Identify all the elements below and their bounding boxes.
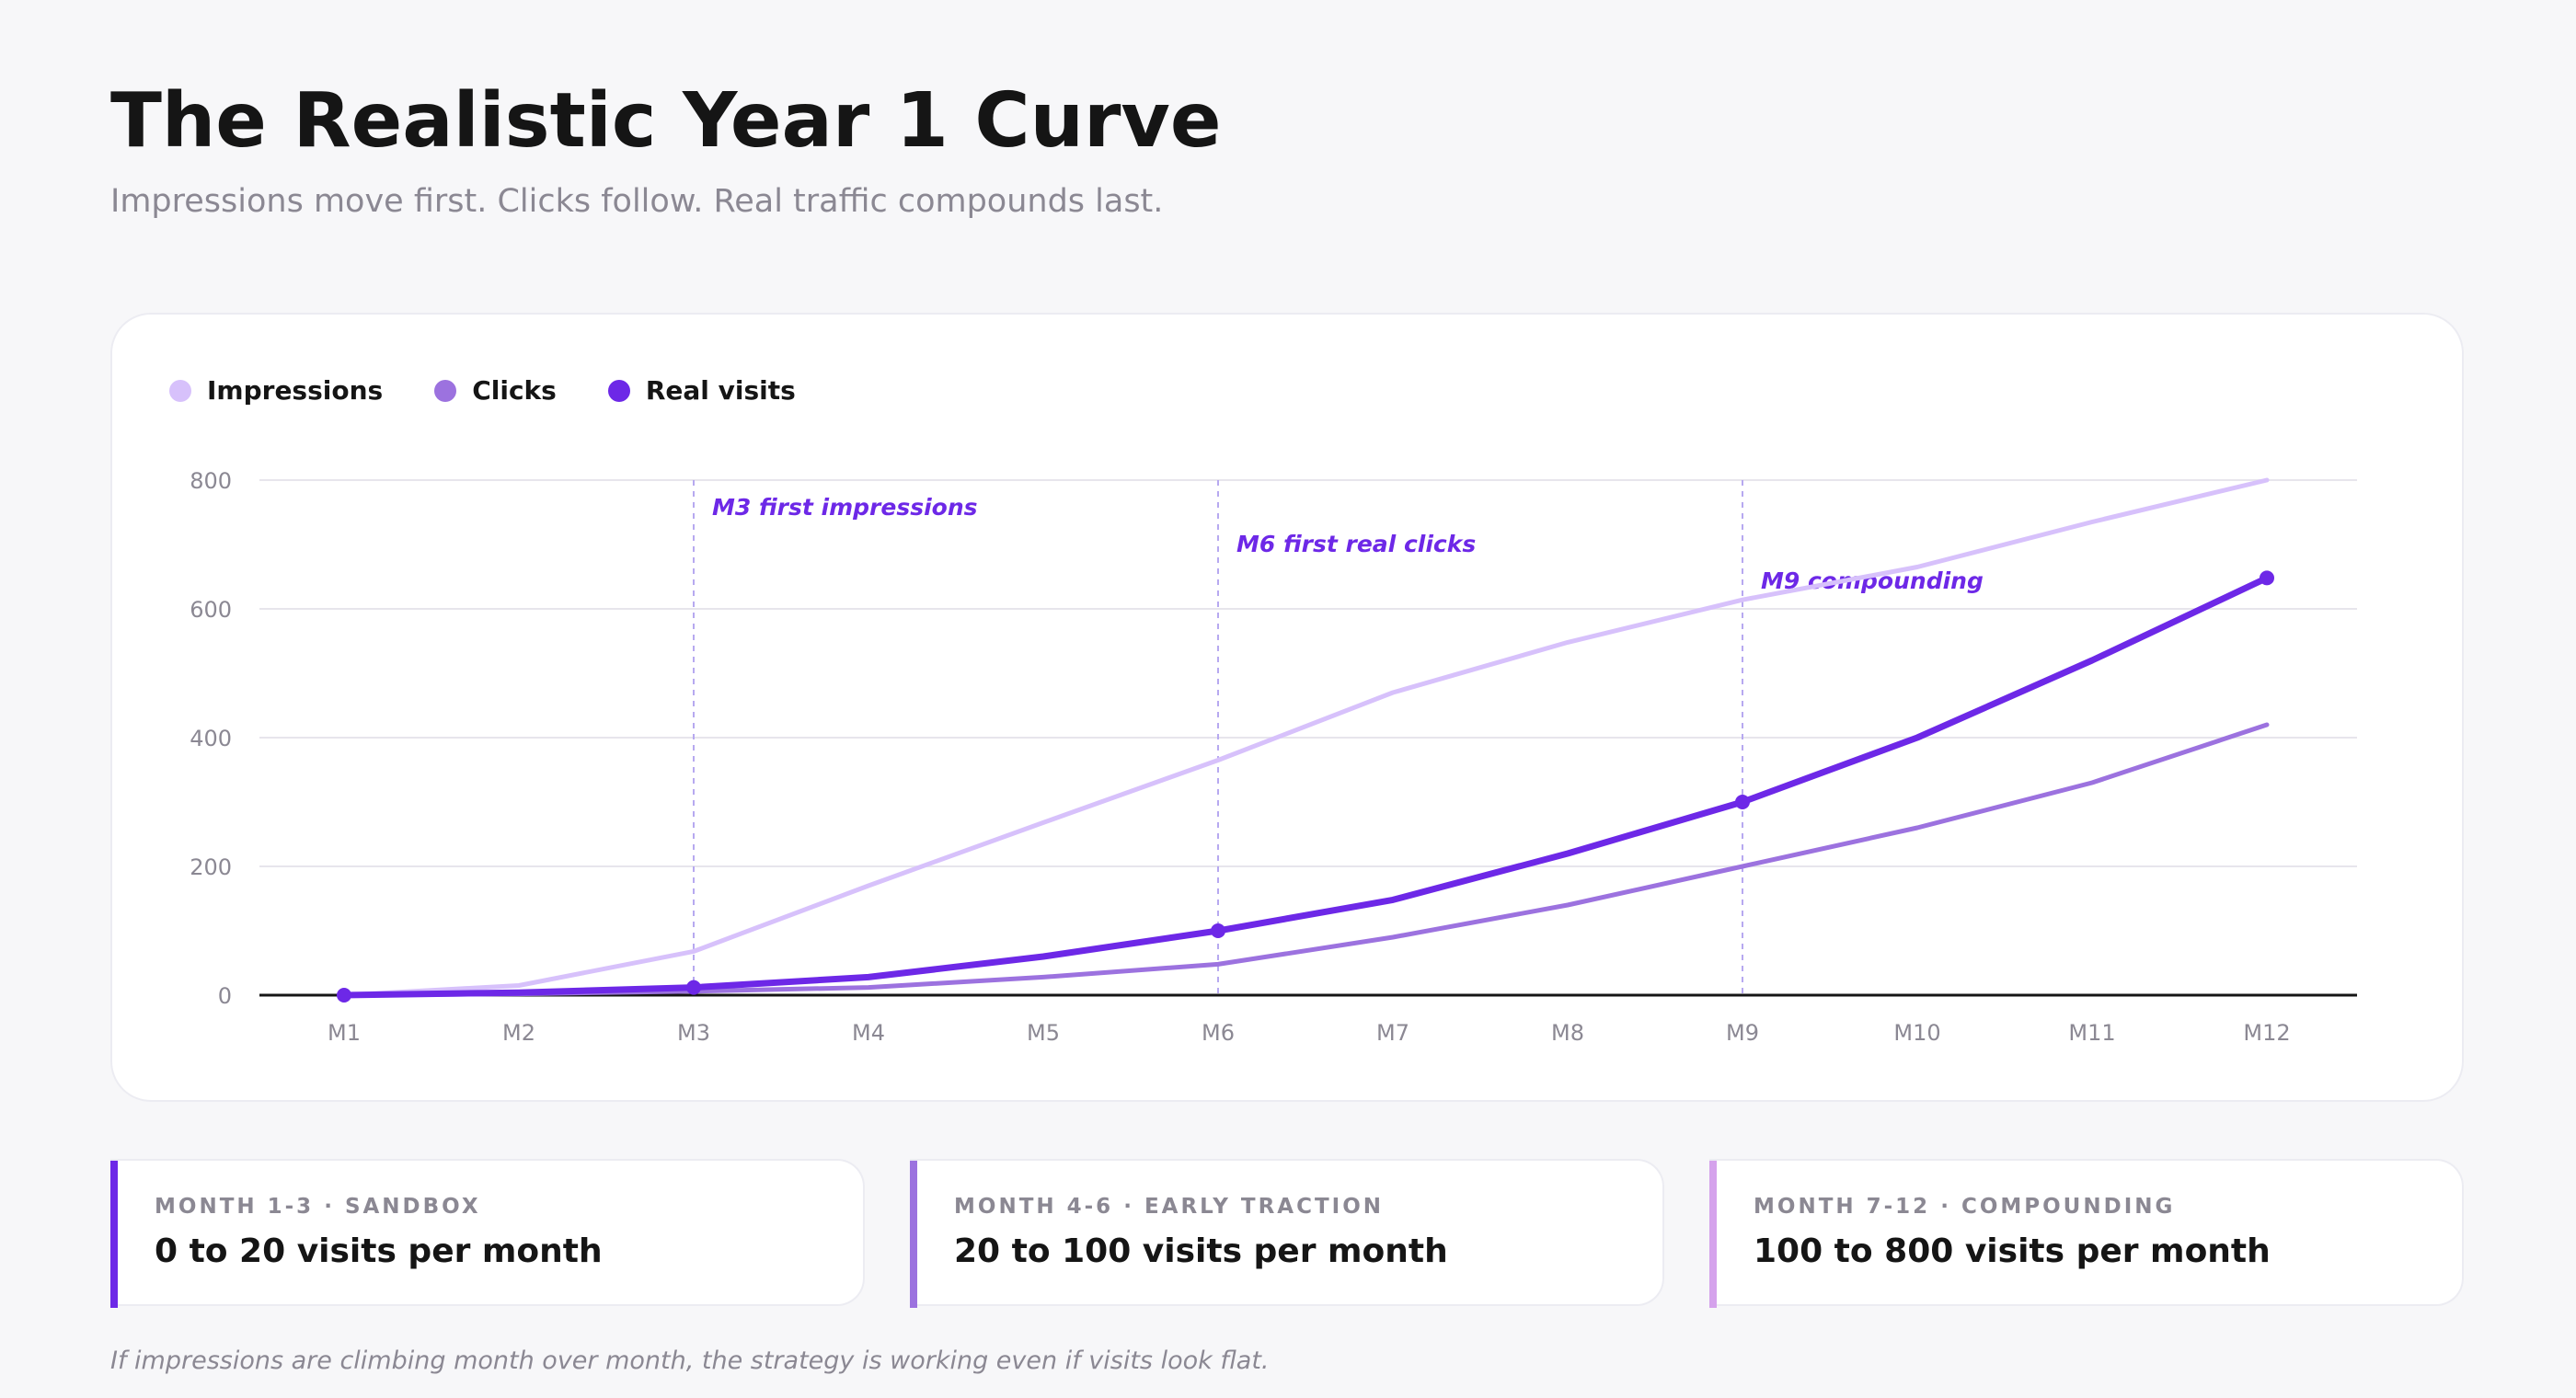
impressions-legend-label: Impressions — [207, 375, 384, 406]
year-one-line-chart: 0 200 400 600 800 M3 first impressions M6 firs… — [190, 468, 2357, 1046]
x-tick-label-m1: M1 — [328, 1020, 361, 1046]
phase-card-sandbox: MONTH 1-3 · SANDBOX 0 to 20 visits per m… — [110, 1159, 865, 1308]
phase-card-compounding: MONTH 7-12 · COMPOUNDING 100 to 800 visi… — [1709, 1159, 2464, 1308]
real-visits-legend-label: Real visits — [645, 375, 796, 406]
chart-legend: Impressions Clicks Real visits — [169, 372, 847, 410]
phase-card-early-traction: MONTH 4-6 · EARLY TRACTION 20 to 100 vis… — [910, 1159, 1664, 1308]
x-tick-label-m8: M8 — [1551, 1020, 1584, 1046]
x-tick-label-m4: M4 — [852, 1020, 885, 1046]
clicks-legend-swatch — [434, 380, 457, 402]
clicks-legend-label: Clicks — [472, 375, 557, 406]
compounding-phase-kicker: MONTH 7-12 · COMPOUNDING — [1754, 1195, 2176, 1219]
clicks-series-line — [341, 722, 2270, 998]
x-tick-label-m7: M7 — [1376, 1020, 1409, 1046]
legend-item-clicks: Clicks — [434, 372, 557, 410]
x-tick-label-m2: M2 — [502, 1020, 535, 1046]
early-traction-phase-accent — [910, 1161, 917, 1308]
real-visits-point-m12 — [2260, 570, 2274, 586]
real-visits-point-m9 — [1735, 795, 1750, 809]
y-tick-label: 200 — [190, 854, 232, 880]
y-tick-label: 0 — [218, 983, 232, 1009]
sandbox-phase-kicker: MONTH 1-3 · SANDBOX — [155, 1195, 481, 1219]
legend-item-real-visits: Real visits — [607, 372, 796, 410]
early-traction-phase-value: 20 to 100 visits per month — [954, 1232, 1448, 1270]
early-traction-phase-kicker: MONTH 4-6 · EARLY TRACTION — [954, 1195, 1385, 1219]
chart-card: Impressions Clicks Real visits 0 200 400 60… — [110, 313, 2464, 1102]
real-visits-series-line — [340, 574, 2271, 999]
y-tick-label: 800 — [190, 468, 232, 494]
x-tick-label-m12: M12 — [2243, 1020, 2290, 1046]
sandbox-phase-accent — [110, 1161, 118, 1308]
x-tick-label-m11: M11 — [2068, 1020, 2115, 1046]
compounding-phase-value: 100 to 800 visits per month — [1754, 1232, 2271, 1270]
impressions-legend-swatch — [169, 380, 191, 402]
annotation-label-m3: M3 first impressions — [712, 494, 978, 521]
x-tick-label-m9: M9 — [1726, 1020, 1759, 1046]
strategy-footnote: If impressions are climbing month over m… — [110, 1346, 1270, 1375]
x-tick-label-m5: M5 — [1027, 1020, 1060, 1046]
x-tick-label-m3: M3 — [677, 1020, 710, 1046]
x-tick-label-m6: M6 — [1202, 1020, 1235, 1046]
year-one-curve-page: The Realistic Year 1 Curve Impressions m… — [110, 0, 2466, 1398]
sandbox-phase-value: 0 to 20 visits per month — [155, 1232, 603, 1270]
page-subtitle: Impressions move first. Clicks follow. R… — [110, 183, 1164, 220]
real-visits-point-m6 — [1211, 923, 1225, 938]
legend-item-impressions: Impressions — [169, 372, 383, 410]
real-visits-point-m1 — [337, 988, 351, 1003]
real-visits-point-m3 — [686, 980, 701, 995]
annotation-label-m6: M6 first real clicks — [1236, 531, 1476, 557]
y-tick-label: 400 — [190, 726, 232, 751]
real-visits-legend-swatch — [607, 380, 630, 402]
x-tick-label-m10: M10 — [1893, 1020, 1940, 1046]
compounding-phase-accent — [1709, 1161, 1717, 1308]
page-title: The Realistic Year 1 Curve — [110, 77, 1222, 165]
impressions-series-line — [341, 477, 2270, 998]
y-tick-label: 600 — [190, 597, 232, 623]
